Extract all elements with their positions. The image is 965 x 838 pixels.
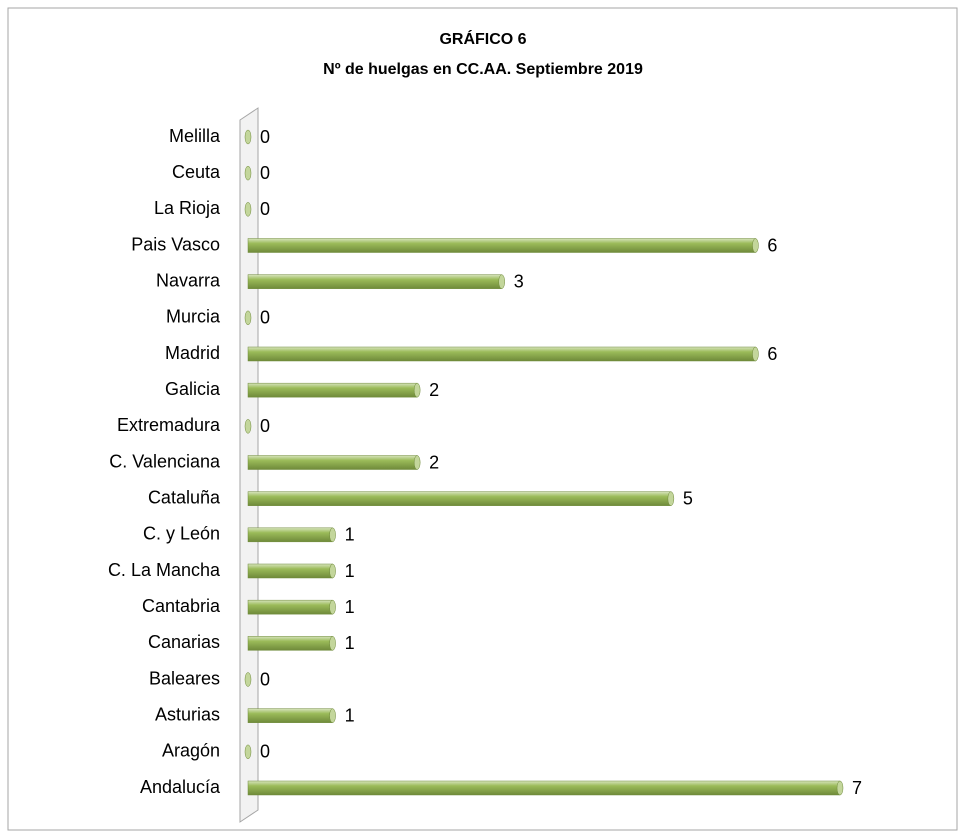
data-label: 0 — [260, 199, 270, 219]
bar-cap — [244, 310, 252, 326]
bar — [247, 780, 841, 796]
bar — [247, 274, 502, 289]
bar — [247, 382, 418, 398]
bar-cap — [329, 563, 336, 579]
y-tick-label: Canarias — [148, 632, 220, 652]
bar-cap — [498, 274, 505, 289]
data-label: 5 — [683, 488, 693, 508]
y-tick-label: Cataluña — [148, 487, 221, 507]
data-label: 2 — [429, 452, 439, 472]
y-tick-label: Melilla — [169, 126, 221, 146]
bar-cap — [244, 744, 252, 760]
data-label: 0 — [260, 416, 270, 436]
y-tick-label: C. y León — [143, 524, 220, 544]
chart-title: GRÁFICO 6 — [439, 29, 526, 48]
bar-cap — [244, 672, 252, 687]
data-label: 1 — [345, 705, 355, 725]
data-label: 1 — [345, 561, 355, 581]
bar — [247, 527, 333, 543]
data-label: 1 — [345, 633, 355, 653]
bar-cap — [752, 346, 759, 362]
data-label: 0 — [260, 127, 270, 147]
bar — [247, 238, 756, 253]
data-label: 0 — [260, 669, 270, 689]
bar — [247, 599, 333, 615]
data-label: 1 — [345, 525, 355, 545]
bar-cap — [244, 129, 252, 145]
y-tick-label: Madrid — [165, 343, 220, 363]
data-label: 2 — [429, 380, 439, 400]
bar — [247, 708, 333, 723]
y-tick-label: Ceuta — [172, 162, 221, 182]
bar-cap — [244, 202, 252, 217]
bar-cap — [836, 780, 844, 796]
data-label: 6 — [767, 235, 777, 255]
bar-cap — [752, 238, 759, 253]
bar — [247, 636, 333, 651]
y-tick-label: Extremadura — [117, 415, 221, 435]
chart-border — [7, 7, 958, 831]
data-label: 1 — [345, 597, 355, 617]
data-label: 7 — [852, 778, 862, 798]
y-tick-label: C. La Mancha — [108, 560, 221, 580]
data-label: 3 — [514, 271, 524, 291]
y-tick-label: Cantabria — [142, 596, 221, 616]
y-tick-label: Asturias — [155, 704, 220, 724]
chart-subtitle: Nº de huelgas en CC.AA. Septiembre 2019 — [323, 61, 643, 78]
bar-cap — [413, 455, 421, 470]
y-tick-label: Galicia — [165, 379, 221, 399]
bar — [247, 563, 333, 579]
data-label: 0 — [260, 308, 270, 328]
y-tick-label: Murcia — [166, 307, 221, 327]
bar — [247, 491, 672, 506]
bar-cap — [244, 419, 252, 434]
y-tick-label: C. Valenciana — [109, 451, 221, 471]
data-label: 0 — [260, 742, 270, 762]
bar-cap — [244, 165, 252, 181]
bar-cap — [329, 636, 336, 651]
bar — [247, 455, 418, 470]
y-tick-label: Baleares — [149, 668, 220, 688]
y-tick-label: Navarra — [156, 270, 221, 290]
bar — [247, 346, 756, 362]
y-tick-label: Pais Vasco — [131, 234, 220, 254]
y-tick-label: Aragón — [162, 741, 220, 761]
data-label: 0 — [260, 163, 270, 183]
bar-cap — [329, 708, 336, 723]
y-tick-label: La Rioja — [154, 198, 221, 218]
y-tick-label: Andalucía — [140, 777, 221, 797]
bar-cap — [667, 491, 675, 506]
bar-cap — [329, 599, 336, 615]
bar-cap — [413, 382, 421, 398]
bar-cap — [329, 527, 336, 543]
data-label: 6 — [767, 344, 777, 364]
